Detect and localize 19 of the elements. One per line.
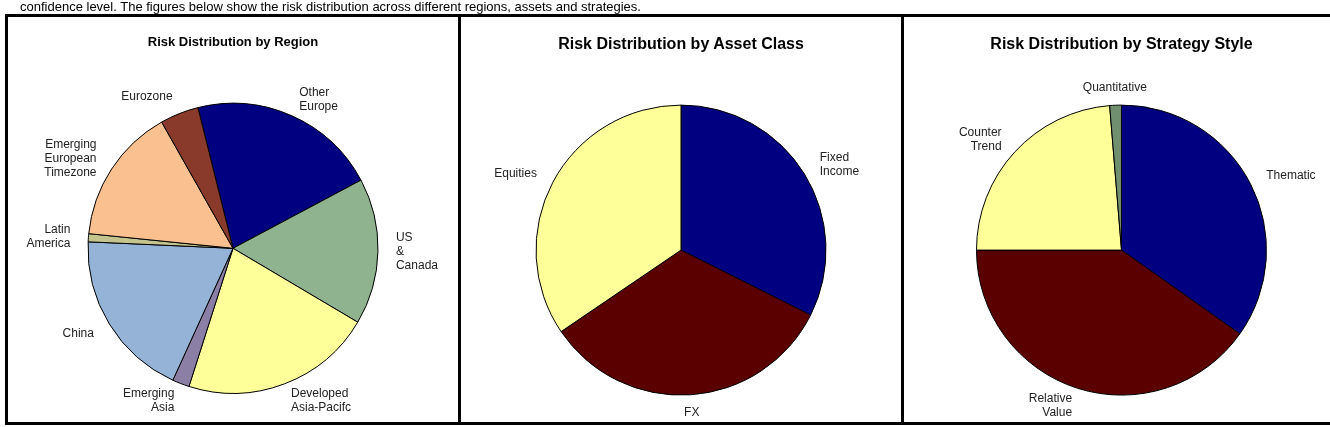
- slice-label: Latin America: [26, 221, 71, 250]
- slice-label: Developed Asia-Pacifc: [290, 385, 352, 414]
- slice-label: Equities: [494, 166, 537, 181]
- chart-title: Risk Distribution by Strategy Style: [990, 35, 1253, 53]
- text: confidence level. The figures below show the risk distribution across different regions, assets and strategies.: [20, 0, 641, 14]
- slice-label: FX: [684, 405, 700, 420]
- slice-label: US & Canada: [395, 230, 439, 273]
- slice-label: Thematic: [1266, 167, 1316, 182]
- slice-label: Other Europe: [299, 84, 339, 113]
- chart-title: Risk Distribution by Asset Class: [558, 35, 804, 53]
- slice-label: China: [62, 325, 95, 340]
- slice-label: Emerging Asia: [122, 385, 175, 414]
- slice-label: Counter Trend: [958, 124, 1002, 153]
- slice-label: Fixed Income: [819, 149, 860, 178]
- slice-label: Quantitative: [1082, 79, 1148, 94]
- slice-label: Eurozone: [121, 89, 173, 104]
- slice-label: Relative Value: [1028, 390, 1073, 419]
- slice-label: Emerging European Timezone: [44, 137, 97, 180]
- chart-title: Risk Distribution by Region: [147, 34, 319, 50]
